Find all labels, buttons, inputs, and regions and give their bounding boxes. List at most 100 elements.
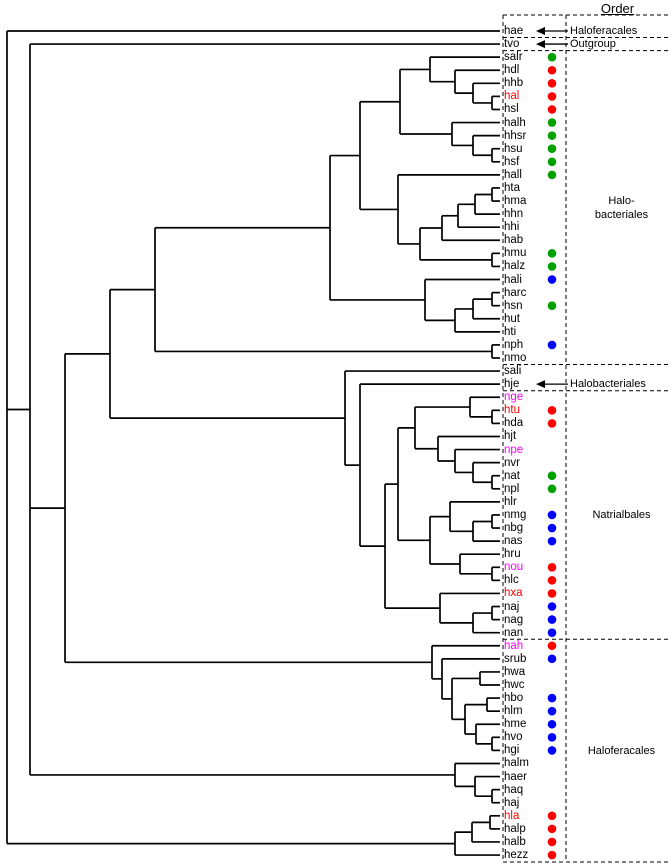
leaf-label: hje — [504, 378, 520, 391]
leaf-label: srub — [504, 652, 527, 665]
taxon-dot-green — [547, 118, 557, 127]
leaf-label: hbo — [504, 692, 524, 705]
leaf-label: hezz — [504, 849, 529, 862]
leaf-label: hlm — [504, 705, 523, 718]
leaf-label: nag — [504, 613, 524, 626]
order-label-halobacteriales-main: Halo-bacteriales — [574, 194, 669, 222]
leaf-label: nan — [504, 626, 524, 639]
taxon-dots — [547, 52, 557, 860]
leaf-label: tvo — [504, 38, 520, 51]
leaf-label: hwc — [504, 679, 525, 691]
leaf-label: hsn — [504, 299, 523, 312]
leaf-label: nas — [504, 535, 523, 548]
taxon-dot-green — [547, 249, 557, 258]
leaf-label: hall — [504, 168, 522, 181]
leaf-label: hta — [504, 181, 520, 194]
leaf-label: hhsr — [504, 129, 527, 142]
order-label-line: Natrialbales — [592, 508, 651, 521]
leaf-label: hmu — [504, 247, 527, 260]
taxon-dot-blue — [547, 693, 557, 703]
taxon-dot-blue — [547, 340, 557, 350]
taxon-dot-red — [547, 641, 557, 651]
taxon-dot-blue — [547, 746, 557, 755]
leaf-label: hti — [504, 325, 517, 338]
taxon-dot-green — [547, 301, 557, 310]
leaf-label: halh — [504, 116, 526, 129]
leaf-label: hda — [504, 417, 524, 430]
taxon-dot-green — [547, 471, 557, 481]
taxon-dot-red — [547, 576, 557, 585]
leaf-label: hdl — [504, 64, 520, 77]
leaf-label: hxa — [504, 587, 523, 600]
leaf-label: hsf — [504, 155, 520, 168]
taxon-dot-blue — [547, 510, 557, 520]
leaf-label: hme — [504, 718, 527, 731]
order-label-line: Halo- — [608, 194, 635, 207]
taxon-dot-green — [547, 131, 557, 140]
leaf-label: hae — [504, 25, 524, 37]
leaf-label: haq — [504, 783, 524, 796]
order-label-haloferacales: Haloferacales — [574, 744, 669, 758]
leaf-label: hlr — [504, 495, 517, 508]
leaf-label: harc — [504, 286, 527, 299]
taxon-dot-blue — [547, 719, 557, 729]
leaf-label: hali — [504, 273, 522, 286]
leaf-label: nou — [504, 561, 524, 574]
taxon-dot-red — [547, 419, 557, 428]
taxon-dot-red — [547, 562, 557, 572]
leaf-label: htu — [504, 404, 520, 417]
leaf-label: hru — [504, 548, 521, 561]
leaf-label: hma — [504, 195, 527, 208]
taxon-dot-green — [547, 144, 557, 154]
leaf-label: hgi — [504, 744, 520, 757]
taxon-dot-red — [547, 92, 557, 101]
leaf-label: hut — [504, 312, 520, 325]
leaf-label: halp — [504, 822, 526, 835]
group-boxes — [502, 14, 669, 863]
leaf-label: haer — [504, 770, 528, 783]
order-label-outgroup: Outgroup — [570, 38, 616, 51]
taxon-dot-green — [547, 262, 557, 271]
leaf-label: halm — [504, 757, 529, 770]
taxon-dot-green — [547, 170, 557, 180]
arrowhead-icon — [536, 380, 545, 389]
tree-edges — [6, 30, 500, 856]
leaf-label: hhi — [504, 221, 520, 234]
taxon-dot-red — [547, 105, 557, 114]
order-column-header: Order — [600, 1, 635, 16]
leaf-label: hla — [504, 809, 520, 822]
arrowhead-icon — [536, 40, 545, 49]
leaf-label: hvo — [504, 731, 523, 744]
leaf-label: nmg — [504, 508, 527, 521]
taxon-dot-blue — [547, 275, 557, 284]
taxon-dot-red — [547, 824, 557, 834]
leaf-label: naj — [504, 600, 520, 613]
leaf-label: halb — [504, 835, 526, 848]
leaf-label: hwa — [504, 665, 526, 678]
leaf-label: halz — [504, 260, 526, 273]
taxon-dot-red — [547, 811, 557, 821]
leaf-label: hlc — [504, 574, 519, 587]
leaf-label: npe — [504, 443, 524, 456]
order-label-halobacteriales-inner: Halobacteriales — [570, 378, 646, 391]
taxon-dot-blue — [547, 602, 557, 611]
leaf-label: nvr — [504, 456, 520, 469]
taxon-dot-red — [547, 589, 557, 598]
taxon-dot-green — [547, 484, 557, 494]
leaf-label: nmo — [504, 352, 527, 364]
taxon-dot-green — [547, 157, 557, 167]
taxon-dot-blue — [547, 628, 557, 637]
taxon-dot-red — [547, 406, 557, 415]
leaf-label: hsl — [504, 103, 519, 116]
leaf-label: hjt — [504, 430, 517, 443]
order-arrows — [536, 27, 568, 389]
taxon-dot-red — [547, 850, 557, 860]
taxon-dot-green — [547, 52, 557, 62]
leaf-label: nph — [504, 338, 524, 351]
order-label-haloferacales-top: Haloferacales — [570, 25, 638, 37]
leaf-label: npl — [504, 482, 520, 495]
leaf-label: nge — [504, 391, 524, 404]
taxon-dot-blue — [547, 523, 557, 533]
